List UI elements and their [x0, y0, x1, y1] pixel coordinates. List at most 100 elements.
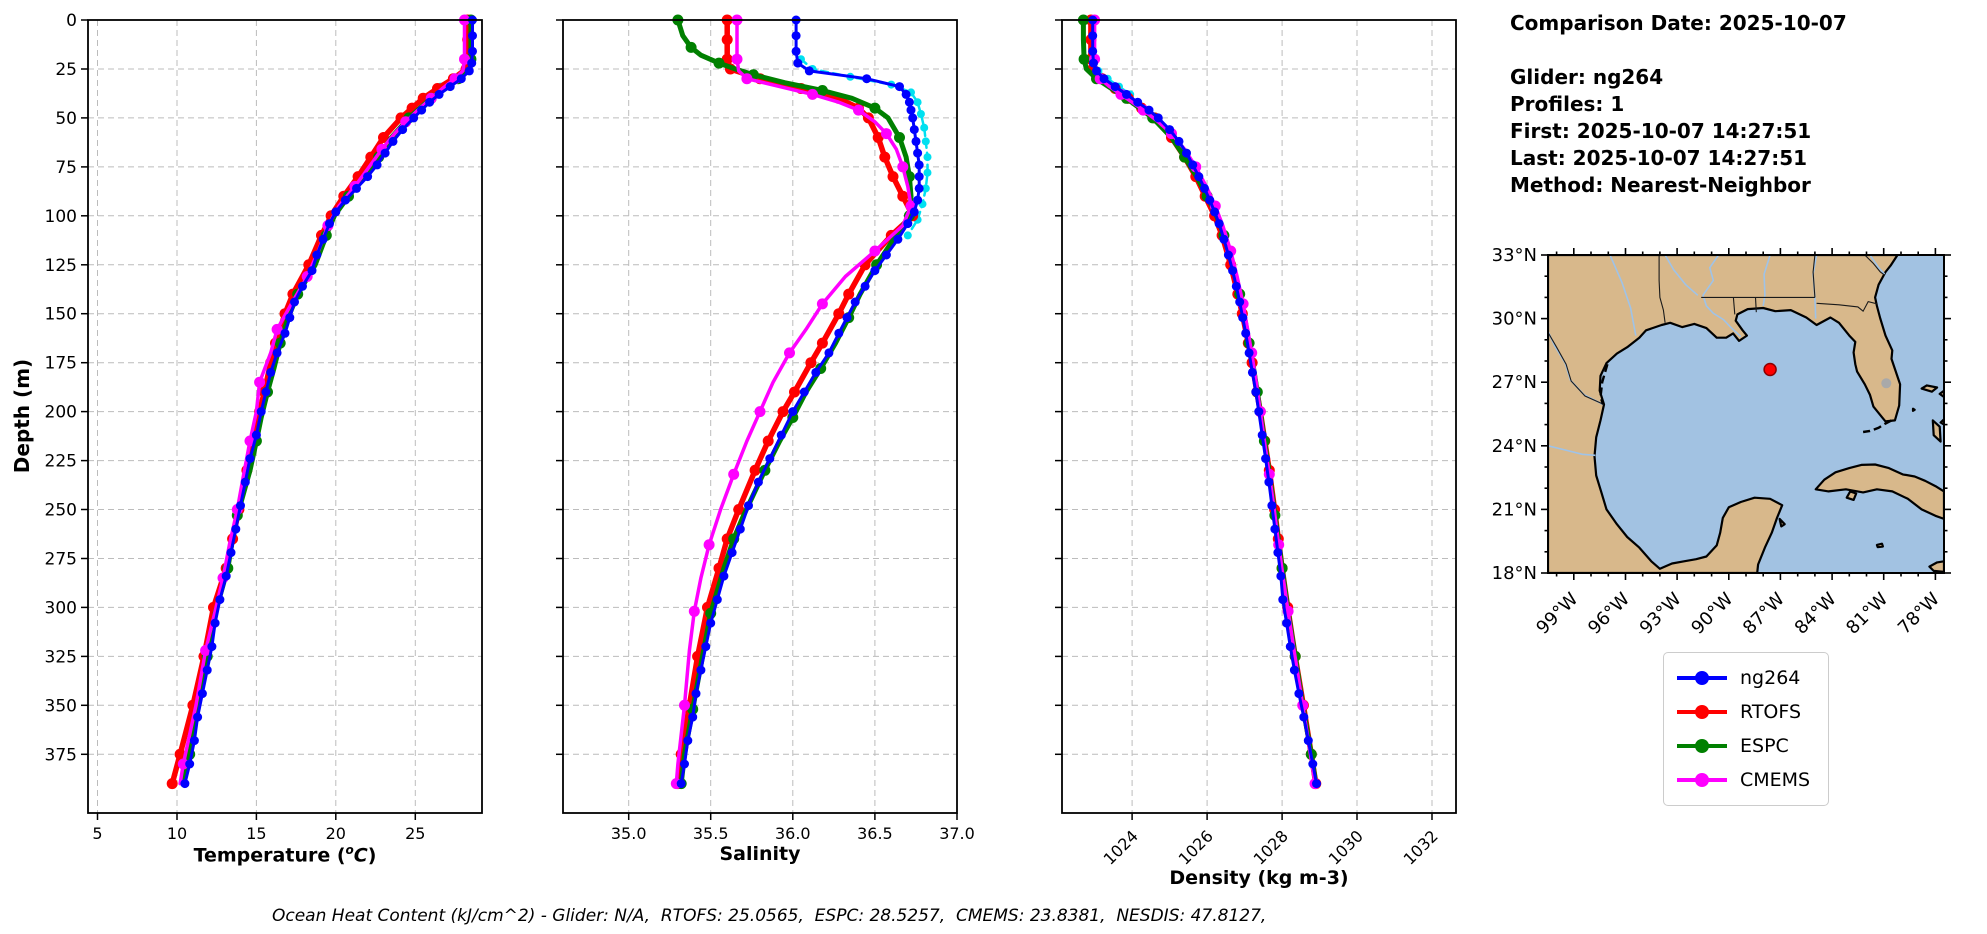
marker-ng264-temperature [445, 82, 455, 92]
x-tick-label-temperature: 5 [92, 824, 102, 843]
marker-CMEMS-salinity [703, 539, 715, 551]
marker-ng264-temperature [331, 207, 341, 217]
marker-ESPC-density [1078, 53, 1090, 65]
marker-ng264-density [1092, 66, 1101, 76]
marker-ng264-temperature [398, 125, 408, 135]
marker-ng264-density [1200, 183, 1209, 193]
depth-tick-label: 150 [45, 305, 77, 325]
map-lon-label: 90°W [1687, 589, 1737, 639]
marker-ng264-density [1270, 524, 1280, 534]
marker-ng264-temperature [266, 367, 276, 377]
marker-ng264-salinity [691, 689, 701, 699]
marker-RTOFS-salinity [789, 386, 800, 398]
marker-ng264-density [1231, 281, 1241, 291]
chart-density: 1024 1026 1028 1030 1032 [1055, 14, 1457, 869]
depth-tick-label: 250 [45, 501, 77, 521]
map-river [1609, 255, 1637, 336]
marker-ng264-temperature [464, 66, 474, 76]
marker-ng264-salinity [909, 207, 919, 217]
marker-ng264-temperature [325, 219, 334, 229]
marker-ng264-salinity [791, 31, 801, 41]
marker-ng264-salinity [842, 313, 852, 323]
marker-ng264-salinity [788, 407, 798, 417]
marker-ng264-salinity [850, 297, 860, 307]
chart-temperature: 5 10 15 20 250255075100125150175200225250275… [45, 11, 483, 843]
marker-RTOFS-salinity [816, 337, 828, 349]
marker-ng264-temperature [318, 234, 328, 244]
xlabel-temp-sup: o [345, 843, 354, 857]
marker-ng264-temperature [307, 266, 317, 276]
marker-ng264-temperature [251, 430, 261, 440]
map-state-border [1658, 255, 1666, 323]
marker-ng264-salinity [881, 250, 891, 260]
marker-ng264-temperature [202, 665, 212, 675]
marker-ng264-density [1088, 31, 1098, 41]
marker-ng264-salinity [904, 97, 914, 107]
marker-ng264-salinity [893, 234, 903, 244]
marker-CMEMS-salinity [880, 128, 892, 140]
marker-ng264-salinity [719, 571, 729, 581]
profiles-count: Profiles: 1 [1510, 92, 1625, 116]
marker-ng264-salinity [862, 74, 872, 84]
marker-ng264-salinity [688, 712, 698, 722]
marker-ng264-density [1182, 148, 1191, 158]
marker-CMEMS-salinity [853, 104, 864, 116]
x-tick-label-temperature: 15 [246, 824, 266, 843]
comparison-date: Comparison Date: 2025-10-07 [1510, 11, 1847, 35]
marker-ng264-salinity [753, 477, 763, 487]
marker-CMEMS-salinity [816, 298, 828, 310]
map-lon-label: 78°W [1894, 589, 1944, 639]
marker-RTOFS-salinity [733, 504, 745, 515]
marker-ng264-density [1099, 74, 1109, 84]
map-lake-okeechobee [1881, 378, 1892, 389]
marker-ng264-salinity [913, 148, 923, 158]
xlabel-temp-pre: Temperature ( [193, 844, 346, 867]
map-land [1778, 517, 1786, 528]
depth-tick-label: 25 [55, 60, 77, 80]
depth-tick-label: 125 [45, 256, 77, 276]
marker-ng264-temperature [210, 618, 220, 628]
marker-ng264-density [1174, 136, 1184, 146]
marker-ng264-temperature [456, 74, 466, 84]
map-river [1548, 445, 1596, 457]
series-line-ng264-density [1091, 18, 1318, 786]
marker-ng264-salinity [735, 524, 745, 534]
marker-ng264-temperature [231, 524, 241, 534]
marker-ng264-density [1223, 250, 1233, 260]
marker-NESDIS-salinity [921, 137, 930, 146]
marker-ng264-density [1244, 348, 1254, 358]
marker-ng264-salinity [776, 430, 786, 440]
map-lat-label: 33°N [1492, 245, 1537, 266]
info-spacer [1510, 37, 1980, 64]
marker-ng264-salinity [913, 195, 923, 205]
marker-ESPC-salinity [816, 85, 828, 96]
marker-ng264-density [1188, 160, 1198, 170]
marker-ng264-temperature [256, 407, 266, 417]
marker-CMEMS-salinity [784, 347, 795, 359]
marker-ng264-temperature [180, 779, 190, 789]
map-state-border [1754, 297, 1757, 313]
series-line-ng264-temperature [183, 18, 474, 786]
marker-CMEMS-salinity [731, 53, 743, 65]
marker-NESDIS-salinity [920, 123, 929, 132]
marker-ng264-salinity [804, 66, 814, 76]
last-profile-time: Last: 2025-10-07 14:27:51 [1510, 146, 1808, 170]
marker-ng264-temperature [298, 281, 307, 291]
marker-ng264-salinity [683, 736, 693, 746]
marker-ng264-density [1153, 113, 1163, 123]
legend-swatch-ESPC [1677, 739, 1727, 753]
x-axis-label-temperature: Temperature (oC) [88, 843, 482, 866]
marker-ng264-salinity [908, 113, 918, 123]
marker-ng264-density [1235, 297, 1245, 307]
marker-ng264-salinity [765, 454, 775, 464]
marker-RTOFS-temperature [166, 778, 178, 790]
marker-ng264-salinity [696, 665, 706, 675]
marker-NESDIS-salinity [903, 231, 912, 240]
map-state-border [1548, 332, 1605, 406]
marker-ng264-temperature [417, 105, 427, 115]
depth-tick-label: 100 [45, 207, 77, 227]
marker-ng264-temperature [272, 348, 282, 358]
marker-RTOFS-salinity [897, 190, 909, 202]
marker-CMEMS-temperature [177, 758, 189, 770]
x-tick-label-salinity: 35.0 [611, 824, 647, 843]
